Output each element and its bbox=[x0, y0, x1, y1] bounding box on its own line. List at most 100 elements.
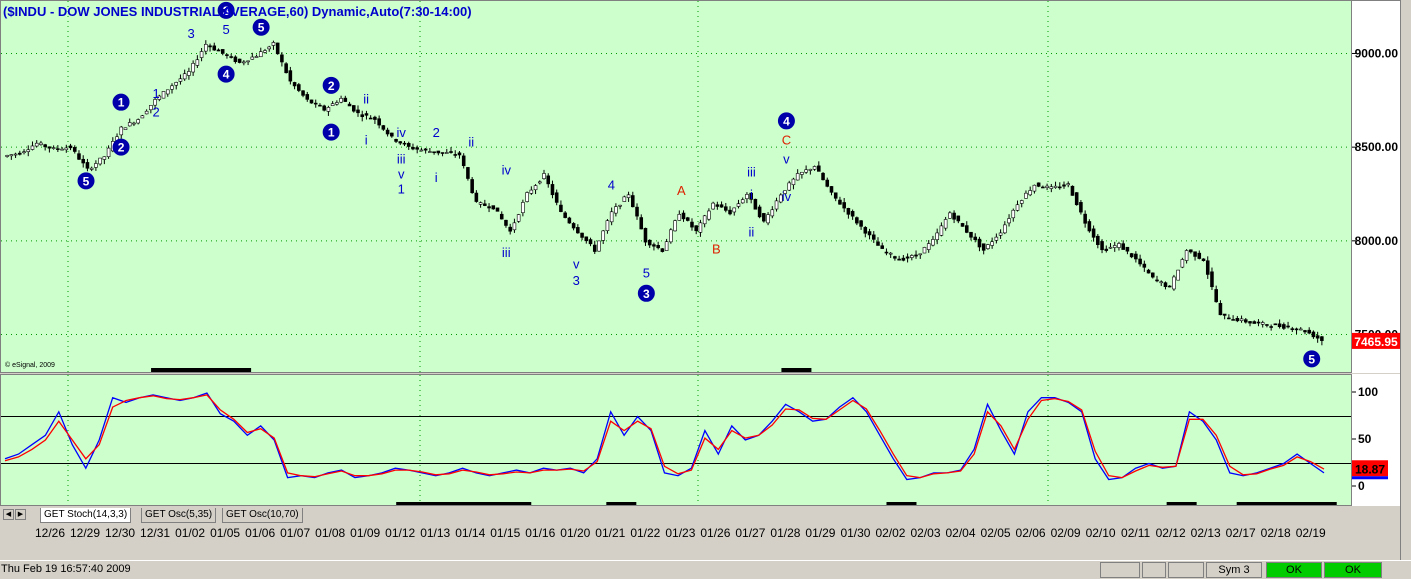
wave-label: ii bbox=[468, 135, 474, 150]
right-scroll-strip[interactable] bbox=[1400, 0, 1411, 560]
wave-label: 1 bbox=[398, 181, 405, 196]
candle-body bbox=[5, 155, 9, 157]
candle-body bbox=[1146, 269, 1151, 274]
candle-body bbox=[309, 99, 314, 104]
candle-body bbox=[89, 167, 94, 170]
candle-body bbox=[98, 157, 102, 165]
candle-body bbox=[123, 127, 128, 130]
candle-body bbox=[127, 122, 132, 127]
candle-body bbox=[1277, 323, 1282, 328]
candle-body bbox=[1079, 202, 1083, 213]
candle-body bbox=[707, 210, 711, 220]
candle-body bbox=[681, 212, 686, 220]
osc-marker-bar bbox=[606, 502, 637, 505]
candle-body bbox=[698, 222, 703, 233]
candle-body bbox=[1117, 243, 1121, 248]
candle-body bbox=[685, 217, 690, 221]
candle-body bbox=[580, 232, 584, 238]
candle-body bbox=[1307, 329, 1311, 334]
candle-body bbox=[795, 173, 800, 181]
candle-body bbox=[800, 171, 804, 175]
status-ok-2[interactable]: OK bbox=[1324, 562, 1382, 578]
wave-label: iv bbox=[782, 189, 792, 204]
candle-body bbox=[1197, 252, 1202, 259]
candle-body bbox=[1218, 303, 1223, 316]
candle-body bbox=[1003, 224, 1007, 234]
candle-body bbox=[546, 175, 551, 185]
candle-body bbox=[1269, 326, 1273, 328]
wave-label: C bbox=[782, 133, 791, 148]
wave-labels: 5121233544512iiiiviii2v1iiiiviiiv3453ABi… bbox=[77, 1, 1321, 368]
tab-osc-10-70[interactable]: GET Osc(10,70) bbox=[222, 508, 303, 523]
candle-body bbox=[859, 220, 863, 227]
wave-circle-marker bbox=[637, 284, 655, 302]
candle-body bbox=[998, 232, 1003, 236]
right-arrow-icon[interactable]: ▶ bbox=[15, 509, 26, 520]
candle-body bbox=[614, 206, 618, 214]
candle-body bbox=[736, 203, 741, 207]
osc-marker-bar bbox=[396, 502, 532, 505]
candle-body bbox=[592, 244, 597, 252]
date-tick-label: 02/11 bbox=[1121, 526, 1151, 540]
candle-body bbox=[554, 192, 559, 203]
status-sym[interactable]: Sym 3 bbox=[1206, 562, 1262, 578]
candle-body bbox=[825, 179, 830, 187]
candle-body bbox=[635, 206, 639, 217]
chart-title: ($INDU - DOW JONES INDUSTRIAL AVERAGE,60… bbox=[3, 4, 472, 19]
candle-body bbox=[153, 99, 157, 106]
candle-body bbox=[364, 113, 369, 116]
candle-body bbox=[470, 179, 474, 194]
status-bar: Thu Feb 19 16:57:40 2009 Sym 3 OK OK bbox=[0, 560, 1411, 579]
candle-body bbox=[778, 194, 783, 203]
candle-body bbox=[1189, 249, 1193, 253]
candle-body bbox=[1062, 184, 1066, 187]
candle-body bbox=[373, 116, 377, 120]
candle-body bbox=[1070, 185, 1075, 196]
left-arrow-icon[interactable]: ◀ bbox=[3, 509, 14, 520]
price-chart-svg: 5121233544512iiiiviii2v1iiiiviiiv3453ABi… bbox=[1, 1, 1351, 372]
wave-label: 2 bbox=[118, 141, 125, 155]
candle-body bbox=[1121, 243, 1125, 250]
candle-body bbox=[250, 56, 255, 60]
candle-body bbox=[880, 245, 884, 249]
candle-body bbox=[275, 42, 280, 55]
candle-body bbox=[1151, 272, 1155, 278]
wave-label: 3 bbox=[643, 287, 650, 301]
candle-body bbox=[732, 207, 737, 213]
candle-body bbox=[1036, 182, 1041, 187]
candle-body bbox=[305, 94, 310, 100]
candle-body bbox=[571, 223, 576, 229]
tab-stoch[interactable]: GET Stoch(14,3,3) bbox=[40, 508, 132, 523]
candle-body bbox=[1134, 253, 1138, 260]
candle-body bbox=[605, 220, 610, 231]
candle-body bbox=[322, 105, 326, 111]
candle-body bbox=[1205, 260, 1210, 275]
candle-body bbox=[1083, 213, 1087, 224]
candle-body bbox=[711, 202, 715, 210]
indicator-tabs: ◀ ▶ GET Stoch(14,3,3) GET Osc(5,35) GET … bbox=[0, 507, 1352, 523]
candle-body bbox=[1155, 279, 1159, 282]
status-ok-1[interactable]: OK bbox=[1266, 562, 1322, 578]
osc-marker-bar bbox=[886, 502, 917, 505]
candle-body bbox=[1311, 331, 1316, 338]
candle-body bbox=[918, 253, 923, 256]
candle-body bbox=[453, 154, 458, 156]
candle-body bbox=[762, 213, 766, 222]
candle-body bbox=[419, 149, 424, 152]
candle-body bbox=[1057, 186, 1062, 189]
tab-osc-5-35[interactable]: GET Osc(5,35) bbox=[141, 508, 217, 523]
candle-body bbox=[935, 232, 939, 240]
price-chart-panel[interactable]: 5121233544512iiiiviii2v1iiiiviiiv3453ABi… bbox=[0, 0, 1352, 373]
candle-body bbox=[855, 217, 859, 224]
candle-body bbox=[368, 117, 373, 120]
candle-body bbox=[749, 192, 753, 200]
wave-label: 5 bbox=[83, 174, 90, 188]
oscillator-panel[interactable] bbox=[0, 374, 1352, 506]
candle-body bbox=[423, 148, 428, 151]
candle-body bbox=[897, 258, 901, 261]
osc-tick-label: 50 bbox=[1358, 432, 1372, 446]
candle-body bbox=[804, 169, 808, 173]
price-tick-label: 8500.00 bbox=[1355, 140, 1399, 154]
wave-label: 5 bbox=[258, 21, 265, 35]
candle-body bbox=[1142, 263, 1147, 268]
